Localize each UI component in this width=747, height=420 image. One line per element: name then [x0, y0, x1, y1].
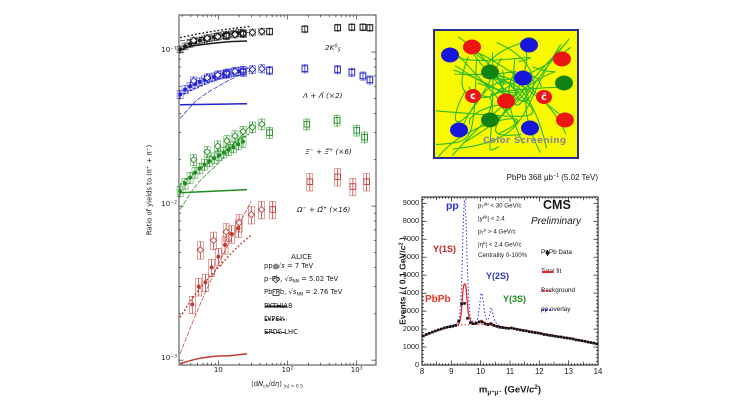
line-dashed-icon	[265, 331, 287, 333]
cms-cut-line: |yμμ| < 2.4	[478, 214, 505, 223]
upsilon-1s-label: Y(1S)	[433, 244, 457, 254]
cartoon-caption: Color Screening	[483, 136, 567, 146]
cms-ytick-label: 5000	[402, 270, 419, 280]
cms-cut-line: pTμμ < 30 GeV/c	[478, 201, 522, 210]
alice-legend-row: Pb–Pb, √sNN = 2.76 TeV	[264, 288, 342, 298]
alice-ytick-label: 10−2	[161, 200, 177, 208]
cms-legend-label: Background	[541, 287, 576, 294]
cms-ytick-label: 9000	[402, 198, 419, 208]
alice-legend-row: PYTHIA8	[264, 302, 292, 310]
cms-xtick-label: 14	[593, 367, 603, 376]
alice-ytick-label: 10−1	[161, 46, 177, 54]
color-charge-ball	[520, 37, 538, 53]
color-charge-ball	[514, 70, 532, 86]
alice-particle-group-label: 2K0S	[325, 43, 341, 54]
color-charge-ball	[481, 64, 499, 80]
cms-xtick-label: 10	[476, 367, 486, 376]
color-charge-ball	[497, 93, 515, 109]
cms-legend-label: PbPb Data	[541, 249, 572, 256]
cms-legend-row: PbPb Data	[541, 249, 572, 256]
cms-ytick-label: 6000	[402, 252, 419, 262]
alice-legend-row: DIPSY	[264, 315, 287, 323]
cms-legend-row: pp overlay	[541, 306, 571, 313]
color-charge-ball	[521, 120, 539, 136]
cms-xtick-label: 9	[449, 367, 454, 376]
alice-legend-label: Pb–Pb, √sNN = 2.76 TeV	[264, 288, 343, 298]
alice-legend-title: ALICE	[291, 252, 312, 261]
cms-xtick-label: 12	[534, 367, 544, 376]
cms-xtick-label: 11	[505, 367, 515, 376]
upsilon-2s-label: Y(2S)	[486, 271, 510, 281]
alice-xtick-label: 103	[350, 366, 363, 374]
upsilon-3s-label: Y(3S)	[503, 294, 527, 304]
alice-xtick-label: 10	[213, 366, 223, 374]
cms-x-axis-title: mμ⁺μ⁻ (GeV/c2)	[478, 384, 542, 397]
diamond-open-icon	[271, 275, 281, 284]
color-charge-ball	[441, 47, 459, 63]
color-screening-drawing: c c̄	[435, 36, 574, 158]
square-open-icon	[272, 289, 280, 297]
cms-xtick-label: 13	[564, 367, 574, 376]
alice-legend-row: p–Pb, √sNN = 5.02 TeV	[264, 275, 338, 285]
cms-cut-line: |ημ| < 2.4 GeV/c	[478, 240, 522, 249]
cms-upsilon-plot	[421, 196, 599, 366]
line-solid-icon	[542, 270, 553, 273]
alice-ytick-label: 10−3	[161, 354, 177, 362]
alice-xtick-label: 102	[281, 366, 294, 374]
alice-legend-label: EPOS LHC	[264, 328, 298, 336]
alice-legend-row: pp, √s = 7 TeV	[264, 262, 313, 270]
charm-quark-ball: c	[465, 89, 481, 103]
cms-cut-line: pTμ > 4 GeV/c	[478, 227, 516, 236]
color-charge-ball	[556, 112, 574, 128]
pbpb-peak-label: PbPb	[425, 294, 451, 305]
alice-legend-label: p–Pb, √sNN = 5.02 TeV	[264, 275, 339, 285]
cms-ytick-label: 4000	[402, 288, 419, 298]
line-solid-icon	[265, 305, 287, 307]
svg-text:c: c	[470, 91, 476, 102]
line-dotted-icon	[542, 289, 553, 292]
alice-particle-group-label: Ξ− + Ξ̄+ (×6)	[305, 147, 352, 156]
cms-experiment-label: CMS	[543, 198, 571, 212]
alice-y-axis-title: Ratio of yields to (π+ + π−)	[145, 144, 154, 236]
alice-strangeness-plot	[176, 14, 377, 366]
alice-x-axis-title: ⟨dNch/dη⟩ |η| < 0.5	[251, 380, 303, 390]
cms-lumi-title: PbPb 368 μb−1 (5.02 TeV)	[506, 173, 598, 182]
cms-ytick-label: 7000	[402, 234, 419, 244]
cms-y-axis-title: Events / ( 0.1 GeV/c2 )	[397, 237, 408, 325]
line-dotted-icon	[265, 318, 287, 320]
color-charge-ball	[481, 112, 499, 128]
alice-particle-group-label: Λ + Λ̄ (×2)	[303, 91, 343, 100]
line-dotted-icon	[542, 308, 553, 311]
color-charge-ball	[553, 51, 571, 67]
cms-legend-label: pp overlay	[541, 306, 571, 313]
cms-ytick-label: 1000	[402, 342, 419, 351]
circle-filled-icon	[273, 263, 279, 269]
alice-legend-row: EPOS LHC	[264, 328, 298, 336]
marker-errorbar-icon	[546, 249, 549, 256]
anti-charm-quark-ball: c̄	[536, 90, 552, 104]
cms-legend-row: Total fit	[541, 268, 561, 275]
cms-cut-line: Centrality 0-100%	[478, 252, 528, 259]
alice-legend-label: pp, √s = 7 TeV	[264, 262, 314, 270]
alice-particle-group-label: Ω− + Ω̄+ (×16)	[297, 205, 351, 214]
cms-ytick-label: 3000	[402, 306, 419, 316]
svg-text:c̄: c̄	[541, 92, 547, 103]
cms-ytick-label: 2000	[402, 324, 419, 334]
cms-xtick-label: 8	[419, 367, 425, 376]
color-charge-ball	[450, 122, 468, 138]
cms-legend-row: Background	[541, 287, 575, 294]
cms-ytick-label: 0	[414, 360, 419, 369]
color-screening-cartoon: c c̄ Color Screening	[433, 29, 579, 159]
pp-peak-label: pp	[446, 200, 459, 212]
color-charge-ball	[463, 39, 481, 55]
cms-ytick-label: 8000	[402, 216, 419, 226]
cms-preliminary-label: Preliminary	[531, 216, 582, 227]
color-charge-ball	[555, 75, 573, 91]
